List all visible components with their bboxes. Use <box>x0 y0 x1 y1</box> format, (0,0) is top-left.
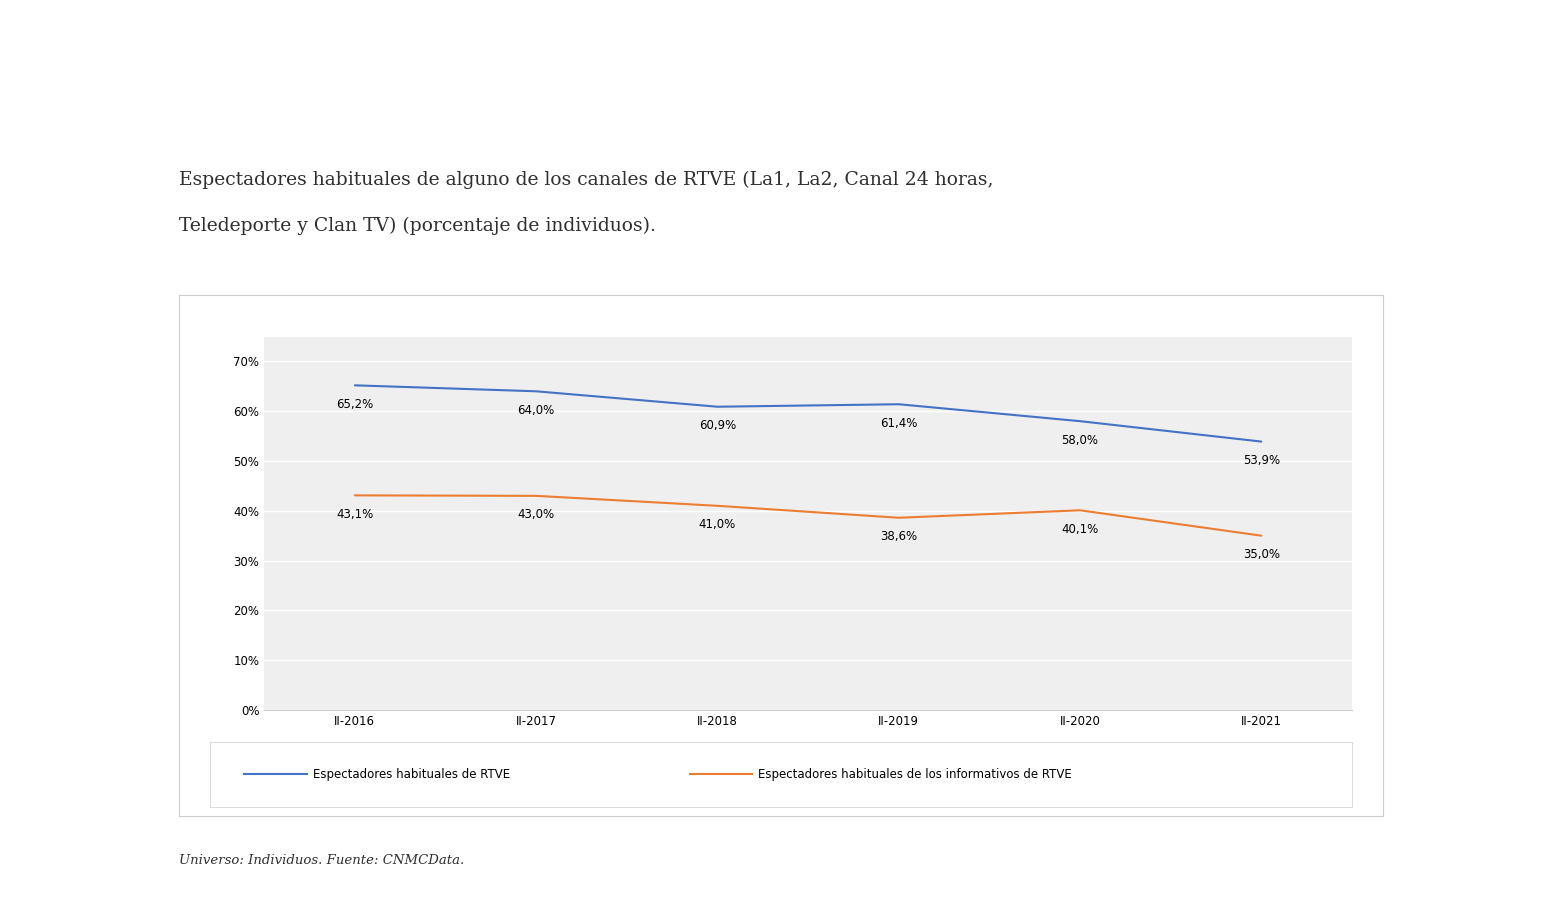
Text: Teledeporte y Clan TV) (porcentaje de individuos).: Teledeporte y Clan TV) (porcentaje de in… <box>179 217 656 235</box>
Text: 58,0%: 58,0% <box>1061 433 1099 446</box>
Text: Espectadores habituales de RTVE: Espectadores habituales de RTVE <box>312 768 510 781</box>
Text: 41,0%: 41,0% <box>699 518 737 531</box>
Text: 64,0%: 64,0% <box>517 404 555 417</box>
Text: Universo: Individuos. Fuente: CNMCData.: Universo: Individuos. Fuente: CNMCData. <box>179 854 465 867</box>
Text: 60,9%: 60,9% <box>699 420 737 432</box>
Text: 53,9%: 53,9% <box>1243 454 1280 467</box>
Text: 38,6%: 38,6% <box>880 530 917 543</box>
Text: 65,2%: 65,2% <box>336 397 373 411</box>
Text: 61,4%: 61,4% <box>880 417 917 430</box>
Text: 40,1%: 40,1% <box>1061 523 1099 536</box>
Text: 35,0%: 35,0% <box>1243 548 1280 561</box>
Text: 43,0%: 43,0% <box>517 508 555 521</box>
Text: Espectadores habituales de los informativos de RTVE: Espectadores habituales de los informati… <box>758 768 1072 781</box>
Text: 43,1%: 43,1% <box>336 508 373 521</box>
Text: Espectadores habituales de alguno de los canales de RTVE (La1, La2, Canal 24 hor: Espectadores habituales de alguno de los… <box>179 171 993 189</box>
